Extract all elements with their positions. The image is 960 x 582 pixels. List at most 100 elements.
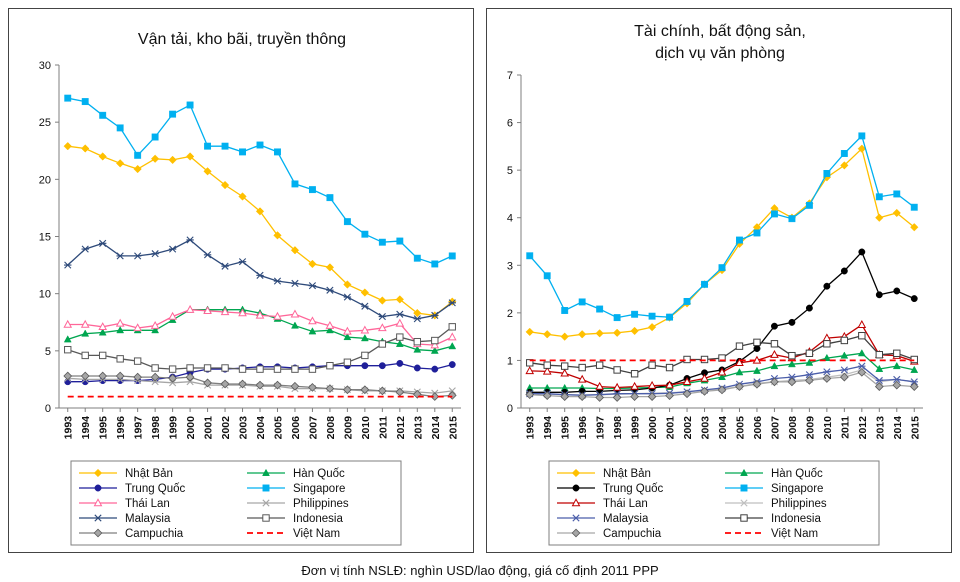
data-point xyxy=(325,320,335,329)
data-point xyxy=(595,381,604,390)
data-point xyxy=(909,382,919,391)
data-point xyxy=(116,326,125,334)
data-point xyxy=(875,364,884,372)
data-point xyxy=(447,332,457,341)
data-point xyxy=(526,252,534,260)
chart-svg-left: Vận tải, kho bãi, truyền thông 0 5 10 15 20 25… xyxy=(39,31,461,546)
chart-title: Tài chính, bất động sản, xyxy=(634,23,806,40)
y-tick-label: 5 xyxy=(507,165,513,177)
data-point xyxy=(822,353,831,361)
data-point xyxy=(221,364,229,372)
x-tick-label: 2008 xyxy=(325,416,337,440)
data-point xyxy=(151,326,160,334)
data-point xyxy=(325,384,335,393)
data-point xyxy=(788,351,796,360)
x-tick-label: 1999 xyxy=(168,416,180,440)
data-point xyxy=(99,111,107,119)
data-point xyxy=(448,299,456,307)
data-point xyxy=(343,358,352,366)
data-point xyxy=(735,382,744,391)
data-point xyxy=(875,213,884,222)
legend-label: Philippines xyxy=(771,498,827,510)
data-point xyxy=(613,366,621,374)
data-point xyxy=(115,371,125,381)
data-point xyxy=(378,312,387,321)
data-point xyxy=(822,374,832,383)
data-point xyxy=(308,365,317,373)
data-point xyxy=(857,349,866,357)
y-tick-label: 25 xyxy=(39,117,51,129)
data-point xyxy=(823,340,831,348)
data-point xyxy=(396,237,404,245)
legend-label: Thái Lan xyxy=(603,498,648,510)
data-point xyxy=(326,361,334,370)
data-point xyxy=(343,218,351,226)
data-point xyxy=(80,371,90,381)
data-point xyxy=(431,365,439,373)
data-point xyxy=(910,203,918,211)
data-point xyxy=(63,335,72,343)
data-point xyxy=(150,372,160,382)
data-point xyxy=(430,392,440,401)
data-point xyxy=(98,152,107,161)
y-tick-label: 0 xyxy=(507,403,513,415)
data-point xyxy=(525,390,535,400)
data-point xyxy=(858,132,866,140)
data-point xyxy=(839,372,849,382)
data-point xyxy=(291,180,299,188)
data-point xyxy=(701,280,708,288)
data-point xyxy=(81,351,89,360)
data-point xyxy=(185,304,195,313)
data-point xyxy=(857,320,867,328)
x-tick-label: 2007 xyxy=(769,416,781,440)
data-point xyxy=(823,368,831,376)
data-point xyxy=(448,387,456,395)
y-tick-label: 3 xyxy=(507,260,513,272)
data-point xyxy=(255,380,265,390)
data-point xyxy=(431,260,439,268)
legend-item: Campuchia xyxy=(79,528,184,540)
data-point xyxy=(308,327,317,335)
x-tick-label: 2006 xyxy=(290,416,302,440)
data-point xyxy=(752,379,762,389)
data-point xyxy=(133,252,142,260)
footer-note: Đơn vị tính NSLĐ: nghìn USD/lao động, gi… xyxy=(301,563,659,578)
legend-label: Indonesia xyxy=(293,513,343,525)
x-tick-label: 2013 xyxy=(874,416,886,440)
data-point xyxy=(81,144,90,153)
x-tick-label: 2004 xyxy=(717,416,729,440)
legend-label: Hàn Quốc xyxy=(771,468,823,480)
data-point xyxy=(203,167,212,176)
data-point xyxy=(787,360,796,368)
data-point xyxy=(448,361,456,369)
legend-label: Campuchia xyxy=(125,528,184,540)
data-point xyxy=(560,392,570,401)
data-point xyxy=(81,245,89,253)
data-point xyxy=(683,297,691,305)
data-point xyxy=(683,355,691,364)
x-tick-label: 2012 xyxy=(395,416,407,440)
legend-item: Indonesia xyxy=(725,513,821,525)
data-point xyxy=(840,351,849,359)
legend-box xyxy=(548,460,880,546)
data-point xyxy=(840,267,848,275)
data-point xyxy=(857,144,866,153)
x-tick-label: 2001 xyxy=(203,416,215,440)
series-indonesia xyxy=(64,323,456,373)
data-point xyxy=(343,293,352,301)
legend-item: Malaysia xyxy=(557,513,649,525)
data-point xyxy=(578,298,586,306)
data-point xyxy=(133,323,142,332)
data-point xyxy=(543,272,551,280)
legend-label: Thái Lan xyxy=(125,498,170,510)
legend-label: Việt Nam xyxy=(771,528,818,540)
data-point xyxy=(150,154,160,163)
data-point xyxy=(360,325,370,334)
data-point xyxy=(805,304,813,312)
data-point xyxy=(805,371,814,379)
data-point xyxy=(788,373,796,381)
data-point xyxy=(64,345,72,354)
data-point xyxy=(308,259,317,269)
data-point xyxy=(203,251,212,259)
data-point xyxy=(788,318,796,326)
